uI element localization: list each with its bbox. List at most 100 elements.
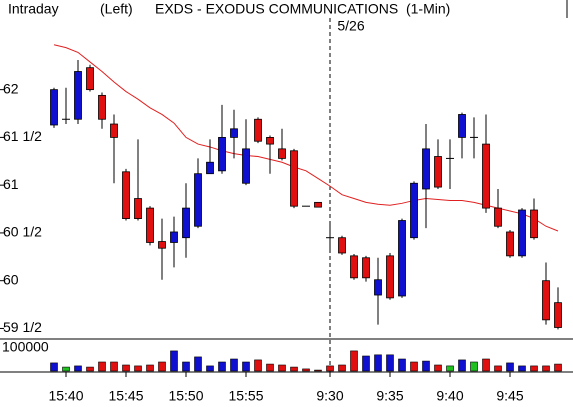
date-annotation: 5/26 bbox=[337, 18, 364, 34]
volume-bar bbox=[338, 364, 346, 372]
volume-bar bbox=[134, 365, 142, 372]
chart-title: EXDS - EXODUS COMMUNICATIONS (1-Min) bbox=[155, 1, 450, 17]
volume-label-bg bbox=[0, 340, 52, 355]
volume-bar bbox=[554, 363, 562, 372]
volume-bar bbox=[482, 358, 490, 372]
volume-bar bbox=[494, 365, 502, 372]
scale-mode: (Left) bbox=[100, 1, 133, 17]
volume-bar bbox=[362, 355, 370, 372]
candle-body bbox=[386, 255, 394, 299]
volume-bar bbox=[230, 358, 238, 372]
y-tick-label: 61 bbox=[3, 176, 19, 192]
candle-body bbox=[482, 143, 490, 209]
y-tick-label: 59 1/2 bbox=[3, 319, 42, 335]
candle-body bbox=[422, 148, 430, 190]
volume-bar bbox=[122, 364, 130, 372]
candle-body bbox=[542, 280, 550, 321]
volume-bar bbox=[242, 361, 250, 372]
x-tick-label: 15:40 bbox=[48, 388, 83, 404]
volume-bar bbox=[470, 361, 478, 372]
volume-bar bbox=[374, 354, 382, 372]
volume-bar bbox=[446, 365, 454, 372]
candle-body bbox=[230, 128, 238, 138]
candle-body bbox=[218, 137, 226, 172]
y-tick-label: 60 1/2 bbox=[3, 224, 42, 240]
y-tick-label: 60 bbox=[3, 271, 19, 287]
volume-bar bbox=[110, 361, 118, 372]
x-tick-label: 9:45 bbox=[496, 388, 523, 404]
candle-body bbox=[158, 241, 166, 249]
volume-bar bbox=[278, 364, 286, 372]
moving-average-line bbox=[53, 44, 559, 232]
volume-bar bbox=[158, 361, 166, 372]
volume-bar bbox=[74, 365, 82, 372]
candle-body bbox=[86, 67, 94, 91]
candle-body bbox=[110, 123, 118, 138]
volume-bar bbox=[398, 358, 406, 372]
volume-bar bbox=[434, 364, 442, 372]
volume-bar bbox=[518, 365, 526, 372]
volume-bar bbox=[350, 350, 358, 372]
volume-bar bbox=[62, 366, 70, 372]
candle-body bbox=[254, 118, 262, 142]
x-tick-label: 15:45 bbox=[108, 388, 143, 404]
candle-body bbox=[50, 89, 58, 126]
volume-tick-label: 100000 bbox=[2, 339, 49, 355]
candle-body bbox=[146, 207, 154, 243]
candle-body bbox=[518, 209, 526, 257]
volume-bar bbox=[206, 365, 214, 372]
candle-body bbox=[266, 137, 274, 145]
volume-bar bbox=[170, 350, 178, 372]
x-tick-label: 15:55 bbox=[228, 388, 263, 404]
volume-bar bbox=[182, 361, 190, 372]
x-tick-label: 9:30 bbox=[316, 388, 343, 404]
volume-bar bbox=[290, 366, 298, 372]
candle-body bbox=[350, 255, 358, 279]
candle-body bbox=[170, 231, 178, 243]
candle-body bbox=[338, 237, 346, 254]
volume-bar bbox=[146, 364, 154, 372]
volume-bar bbox=[266, 363, 274, 372]
volume-bar bbox=[542, 365, 550, 372]
candle-body bbox=[242, 148, 250, 184]
candle-body bbox=[554, 302, 562, 328]
candle-body bbox=[362, 257, 370, 279]
volume-bar bbox=[506, 362, 514, 372]
volume-bar bbox=[326, 365, 334, 372]
candle-body bbox=[74, 71, 82, 120]
volume-bar bbox=[194, 356, 202, 372]
candle-body bbox=[122, 171, 130, 219]
candle-body bbox=[314, 201, 322, 208]
volume-bar bbox=[98, 361, 106, 372]
volume-bar bbox=[254, 359, 262, 372]
x-tick-label: 15:50 bbox=[168, 388, 203, 404]
volume-bar bbox=[458, 359, 466, 372]
candle-body bbox=[374, 279, 382, 296]
candle-body bbox=[194, 173, 202, 227]
volume-bar bbox=[410, 361, 418, 372]
candle-body bbox=[410, 182, 418, 239]
chart-label: Intraday bbox=[8, 1, 59, 17]
volume-bar bbox=[218, 361, 226, 372]
candle-body bbox=[458, 114, 466, 138]
volume-bar bbox=[302, 368, 310, 372]
x-tick-label: 9:40 bbox=[436, 388, 463, 404]
candle-body bbox=[494, 207, 502, 227]
volume-bar bbox=[86, 366, 94, 372]
candle-body bbox=[290, 150, 298, 207]
candle-body bbox=[278, 148, 286, 159]
candle-body bbox=[530, 209, 538, 239]
volume-bar bbox=[530, 365, 538, 372]
y-tick-label: 61 1/2 bbox=[3, 128, 42, 144]
x-tick-label: 9:35 bbox=[376, 388, 403, 404]
volume-bar bbox=[314, 369, 322, 372]
volume-bar bbox=[50, 362, 58, 372]
candle-body bbox=[182, 207, 190, 239]
volume-bar bbox=[422, 360, 430, 372]
candle-body bbox=[434, 156, 442, 188]
y-tick-label: 62 bbox=[3, 80, 19, 96]
candle-body bbox=[98, 94, 106, 120]
volume-bar bbox=[386, 354, 394, 372]
